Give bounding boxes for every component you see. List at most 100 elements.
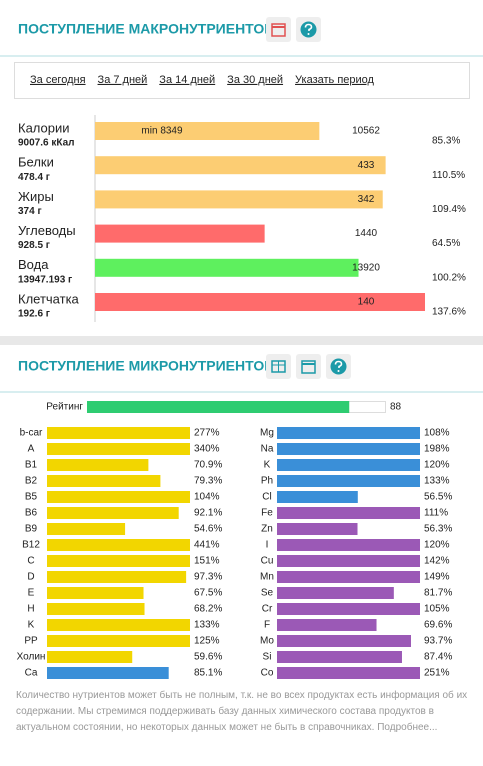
target-label: 433 xyxy=(358,160,375,171)
micro-percent: 133% xyxy=(424,476,450,487)
tab-link[interactable]: Указать период xyxy=(295,74,374,86)
target-label: 1440 xyxy=(355,228,378,239)
micro-percent: 67.5% xyxy=(194,588,222,599)
micro-percent: 69.6% xyxy=(424,620,452,631)
nutrient-amount: 192.6 г xyxy=(18,309,50,320)
micro-percent: 87.4% xyxy=(424,652,452,663)
tab-link[interactable]: За 7 дней xyxy=(98,74,148,86)
micro-name: Mo xyxy=(260,636,274,647)
micro-name: K xyxy=(28,620,35,631)
micro-percent: 108% xyxy=(424,428,450,439)
bar xyxy=(95,122,320,140)
nutrient-amount: 9007.6 кКал xyxy=(18,138,75,149)
help-icon[interactable] xyxy=(296,17,321,42)
micro-percent: 93.7% xyxy=(424,636,452,647)
micro-bar xyxy=(277,651,402,663)
tab-link[interactable]: За сегодня xyxy=(30,74,86,86)
nutrient-amount: 13947.193 г xyxy=(18,274,72,285)
micro-name: Na xyxy=(261,444,274,455)
micro-bar xyxy=(277,555,420,567)
micro-percent: 56.3% xyxy=(424,524,452,535)
micro-name: Ca xyxy=(25,668,38,679)
rating-bar xyxy=(87,401,350,413)
micro-percent: 85.1% xyxy=(194,668,222,679)
micro-name: Cu xyxy=(261,556,274,567)
percent-label: 109.4% xyxy=(432,204,466,215)
micro-bar xyxy=(277,635,411,647)
micro-percent: 198% xyxy=(424,444,450,455)
micro-name: I xyxy=(266,540,269,551)
micro-left-bars xyxy=(47,427,190,679)
table-icon[interactable] xyxy=(266,354,291,379)
micro-percent: 97.3% xyxy=(194,572,222,583)
micro-bar xyxy=(277,459,420,471)
micro-name: Холин xyxy=(17,652,46,663)
micro-percent: 92.1% xyxy=(194,508,222,519)
note: Количество нутриентов может быть не полн… xyxy=(16,690,468,733)
micro-name: Co xyxy=(261,668,274,679)
micro-name: C xyxy=(27,556,34,567)
micro-name: Cl xyxy=(262,492,271,503)
micro-bar xyxy=(277,507,420,519)
micro-percent: 277% xyxy=(194,428,220,439)
micro-percent: 79.3% xyxy=(194,476,222,487)
tabs-box xyxy=(14,62,470,99)
micro-name: H xyxy=(27,604,34,615)
micro-percent: 251% xyxy=(424,668,450,679)
percent-label: 64.5% xyxy=(432,238,460,249)
micro-bar xyxy=(47,475,161,487)
micro-percent: 111% xyxy=(424,508,448,519)
target-label: 140 xyxy=(358,297,375,308)
micro-name: Mg xyxy=(260,428,274,439)
micro-bar xyxy=(47,539,190,551)
micro-name: Mn xyxy=(260,572,274,583)
nutrient-amount: 478.4 г xyxy=(18,172,50,183)
percent-label: 110.5% xyxy=(432,170,465,181)
micro-percent: 441% xyxy=(194,540,220,551)
micro-name: Zn xyxy=(261,524,273,535)
bar xyxy=(95,258,359,277)
percent-label: 85.3% xyxy=(432,136,460,147)
micro-percent: 104% xyxy=(194,492,220,503)
percent-label: 137.6% xyxy=(432,307,466,318)
calendar-icon[interactable] xyxy=(266,17,291,42)
micro-percent: 81.7% xyxy=(424,588,452,599)
target-label: 342 xyxy=(358,194,375,205)
nutrient-name: Калории xyxy=(18,120,70,135)
tab-link[interactable]: За 14 дней xyxy=(159,74,215,86)
micro-name: D xyxy=(27,572,34,583)
nutrient-amount: 374 г xyxy=(18,206,42,217)
micro-bar xyxy=(47,619,190,631)
micro-percent: 105% xyxy=(424,604,450,615)
micro-name: B6 xyxy=(25,508,38,519)
help-icon[interactable] xyxy=(326,354,351,379)
micro-bar xyxy=(277,539,420,551)
micro-bar xyxy=(47,571,187,583)
micro-percent: 54.6% xyxy=(194,524,222,535)
micro-name: Si xyxy=(263,652,272,663)
nutrient-amount: 928.5 г xyxy=(18,240,50,251)
bar xyxy=(95,224,265,243)
micro-percent: 120% xyxy=(424,540,450,551)
micro-bar xyxy=(277,427,420,439)
micro-bar xyxy=(47,459,149,471)
micro-bar xyxy=(47,651,133,663)
bar xyxy=(95,190,383,209)
micro-percent: 340% xyxy=(194,444,220,455)
tab-link[interactable]: За 30 дней xyxy=(227,74,283,86)
micro-bar xyxy=(277,571,420,583)
nutrient-name: Клетчатка xyxy=(18,291,80,306)
micro-bar xyxy=(277,603,420,615)
micro-bar xyxy=(47,587,144,599)
micro-percent: 151% xyxy=(194,556,220,567)
calendar-icon[interactable] xyxy=(296,354,321,379)
micro-name: PP xyxy=(24,636,38,647)
micro-name: Cr xyxy=(262,604,273,615)
micro-bar xyxy=(47,443,190,455)
micro-right-bars xyxy=(277,427,420,679)
micro-bar xyxy=(47,555,190,567)
micro-bar xyxy=(277,667,420,679)
bar xyxy=(95,156,386,175)
